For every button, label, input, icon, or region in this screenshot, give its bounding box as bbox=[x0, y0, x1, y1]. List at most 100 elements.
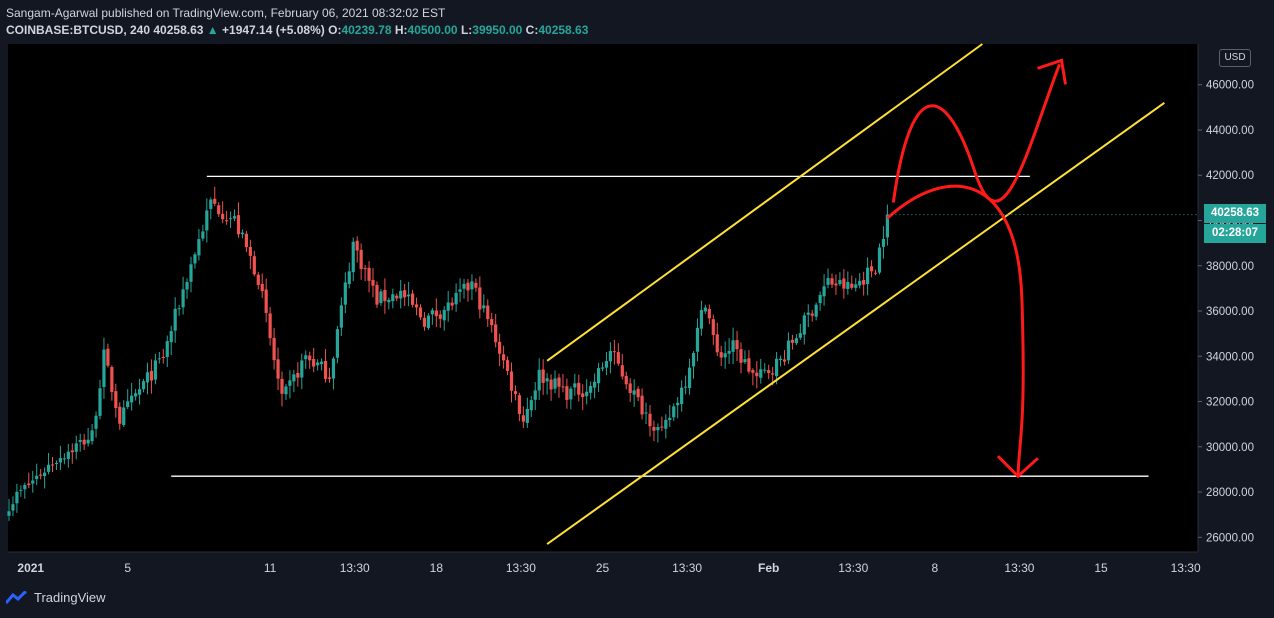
candle-body bbox=[280, 378, 284, 394]
high-label: H: bbox=[394, 23, 408, 37]
candle-body bbox=[699, 310, 704, 329]
candle-body bbox=[553, 378, 557, 389]
candle-body bbox=[592, 381, 597, 388]
open-label: O: bbox=[328, 23, 342, 37]
candle-body bbox=[343, 282, 347, 305]
candle-body bbox=[102, 349, 106, 387]
time-tick-label: 13:30 bbox=[340, 561, 370, 575]
candle-body bbox=[680, 387, 684, 405]
candle-body bbox=[240, 232, 245, 235]
bar-countdown-label: 02:28:07 bbox=[1204, 224, 1266, 243]
candle-body bbox=[418, 307, 423, 318]
candle-body bbox=[410, 293, 415, 305]
tradingview-footer[interactable]: TradingView bbox=[6, 590, 106, 605]
candle-body bbox=[161, 357, 165, 359]
candle-body bbox=[727, 350, 731, 354]
candle-body bbox=[513, 391, 518, 395]
candle-body bbox=[767, 370, 771, 373]
candle-body bbox=[110, 367, 114, 392]
candle-body bbox=[450, 302, 454, 306]
close-value: 40258.63 bbox=[538, 23, 589, 37]
symbol-label: COINBASE:BTCUSD, 240 bbox=[6, 23, 151, 37]
candle-body bbox=[636, 388, 640, 398]
candle-body bbox=[782, 359, 787, 362]
candle-body bbox=[600, 367, 605, 369]
candle-body bbox=[703, 307, 707, 312]
candle-body bbox=[438, 314, 442, 319]
time-tick-label: 13:30 bbox=[1004, 561, 1034, 575]
price-tick-label: 42000.00 bbox=[1206, 170, 1254, 182]
tradingview-logo-icon bbox=[6, 590, 27, 604]
candle-body bbox=[533, 390, 537, 400]
candle-body bbox=[608, 351, 613, 362]
candle-body bbox=[403, 290, 407, 298]
candle-body bbox=[862, 279, 866, 285]
close-label: C: bbox=[525, 23, 539, 37]
candle-body bbox=[213, 198, 217, 204]
candle-body bbox=[775, 358, 779, 377]
candle-body bbox=[446, 302, 450, 311]
candle-body bbox=[632, 390, 636, 395]
low-label: L: bbox=[460, 23, 473, 37]
candle-body bbox=[268, 313, 272, 339]
candle-body bbox=[470, 281, 474, 290]
candle-body bbox=[7, 511, 11, 516]
candles-group bbox=[7, 186, 889, 521]
candle-body bbox=[414, 304, 419, 308]
candle-body bbox=[822, 286, 826, 297]
time-tick-label: 8 bbox=[932, 561, 939, 575]
bullish-arrowhead-icon bbox=[1037, 58, 1067, 85]
candle-body bbox=[672, 406, 676, 418]
bullish-scenario-arrow bbox=[891, 63, 1061, 203]
low-value: 39950.00 bbox=[472, 23, 523, 37]
candle-body bbox=[687, 367, 692, 389]
candle-body bbox=[735, 340, 739, 350]
time-tick-label: 13:30 bbox=[672, 561, 702, 575]
candle-body bbox=[58, 458, 63, 463]
price-change: +1947.14 (+5.08%) bbox=[222, 23, 325, 37]
candle-body bbox=[656, 427, 660, 431]
currency-button[interactable]: USD bbox=[1219, 49, 1251, 67]
candle-body bbox=[46, 464, 51, 472]
candle-body bbox=[114, 391, 118, 409]
candle-body bbox=[585, 391, 589, 397]
candle-body bbox=[442, 309, 446, 321]
candle-body bbox=[478, 287, 482, 310]
candle-body bbox=[284, 386, 288, 395]
candle-body bbox=[818, 295, 822, 304]
candle-body bbox=[454, 292, 458, 305]
candle-body bbox=[549, 379, 553, 390]
candle-body bbox=[248, 246, 252, 256]
candle-body bbox=[304, 355, 308, 360]
candle-body bbox=[885, 214, 889, 238]
candle-body bbox=[648, 413, 652, 427]
price-tick-label: 30000.00 bbox=[1206, 442, 1254, 454]
ohlc-line: COINBASE:BTCUSD, 240 40258.63 ▲ +1947.14… bbox=[6, 22, 588, 39]
candle-body bbox=[209, 199, 213, 209]
candle-body bbox=[272, 337, 276, 361]
candle-body bbox=[747, 358, 751, 372]
candle-body bbox=[31, 480, 35, 484]
candle-body bbox=[260, 283, 264, 292]
candle-body bbox=[300, 360, 304, 378]
candle-body bbox=[355, 240, 359, 251]
candle-body bbox=[858, 280, 862, 286]
candle-body bbox=[430, 310, 434, 315]
candle-body bbox=[165, 341, 169, 357]
candle-body bbox=[387, 299, 391, 303]
candle-body bbox=[834, 283, 838, 286]
candle-body bbox=[778, 358, 783, 360]
candle-body bbox=[339, 305, 343, 328]
time-tick-label: 13:30 bbox=[506, 561, 536, 575]
candle-body bbox=[244, 233, 248, 248]
candle-body bbox=[137, 389, 142, 395]
candle-body bbox=[395, 295, 399, 299]
candle-body bbox=[232, 216, 237, 219]
candle-body bbox=[589, 386, 593, 393]
candle-body bbox=[541, 369, 545, 383]
candle-body bbox=[873, 272, 878, 274]
price-tick-label: 44000.00 bbox=[1206, 125, 1254, 137]
candle-body bbox=[458, 289, 462, 292]
candle-body bbox=[569, 388, 573, 400]
